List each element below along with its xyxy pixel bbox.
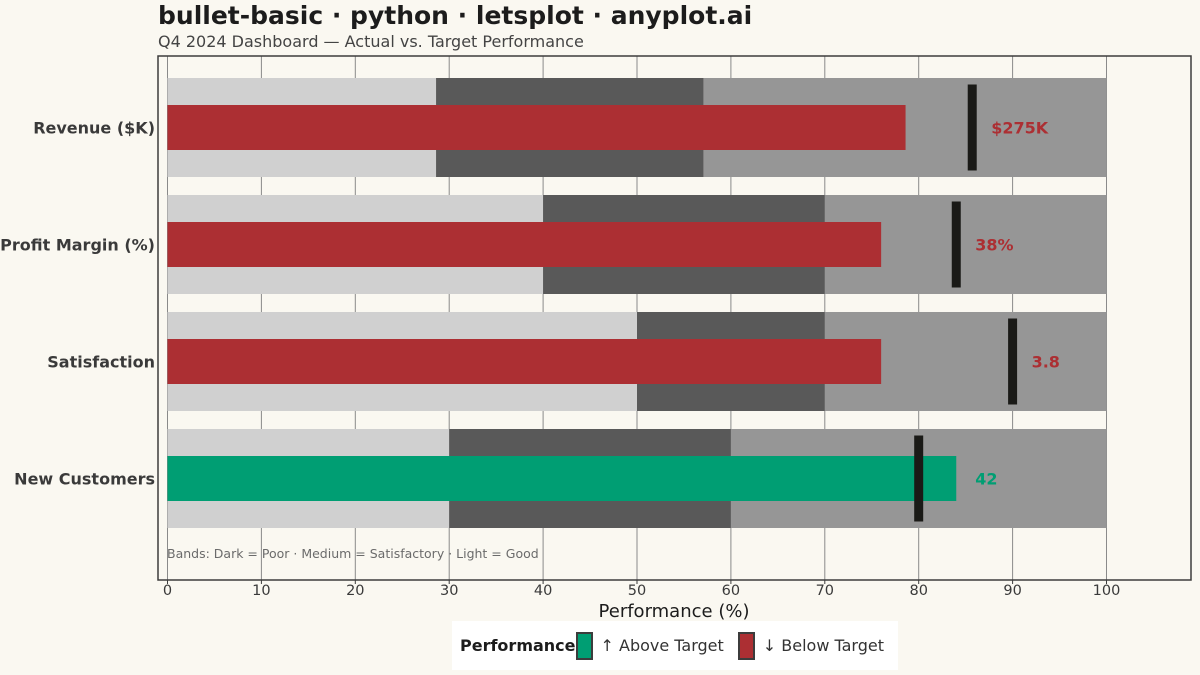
actual-bar	[167, 222, 882, 267]
category-label: Profit Margin (%)	[0, 236, 155, 255]
legend-title: Performance	[460, 636, 576, 655]
legend: Performance ↑ Above Target ↓ Below Targe…	[452, 621, 898, 670]
x-tick-label: 30	[440, 583, 458, 599]
x-tick-label: 90	[1003, 583, 1021, 599]
x-tick-label: 60	[722, 583, 740, 599]
category-label: Satisfaction	[47, 353, 155, 372]
target-marker	[914, 435, 924, 522]
category-label: Revenue ($K)	[33, 119, 155, 138]
target-marker	[951, 201, 961, 288]
chart-subtitle: Q4 2024 Dashboard — Actual vs. Target Pe…	[158, 32, 584, 51]
value-label: 38%	[975, 236, 1013, 255]
x-tick-label: 70	[816, 583, 834, 599]
actual-bar	[167, 339, 882, 384]
target-marker	[1008, 318, 1018, 405]
value-label: 3.8	[1032, 353, 1060, 372]
legend-key-above	[575, 631, 593, 660]
x-axis-label: Performance (%)	[599, 601, 750, 622]
plot-border	[157, 55, 1192, 581]
legend-label-below: ↓ Below Target	[762, 636, 884, 655]
x-tick-label: 80	[909, 583, 927, 599]
x-tick-label: 50	[628, 583, 646, 599]
value-label: 42	[975, 470, 997, 489]
x-tick-label: 20	[346, 583, 364, 599]
legend-label-above: ↑ Above Target	[600, 636, 724, 655]
x-tick-label: 10	[252, 583, 270, 599]
target-marker	[967, 84, 977, 171]
actual-bar	[167, 105, 906, 150]
category-label: New Customers	[14, 470, 155, 489]
x-tick-label: 100	[1093, 583, 1121, 599]
actual-bar	[167, 456, 957, 501]
legend-key-below	[737, 631, 755, 660]
x-tick-label: 0	[163, 583, 172, 599]
band-note: Bands: Dark = Poor · Medium = Satisfacto…	[167, 546, 539, 561]
chart-title: bullet-basic · python · letsplot · anypl…	[158, 1, 753, 30]
value-label: $275K	[991, 119, 1049, 138]
x-tick-label: 40	[534, 583, 552, 599]
